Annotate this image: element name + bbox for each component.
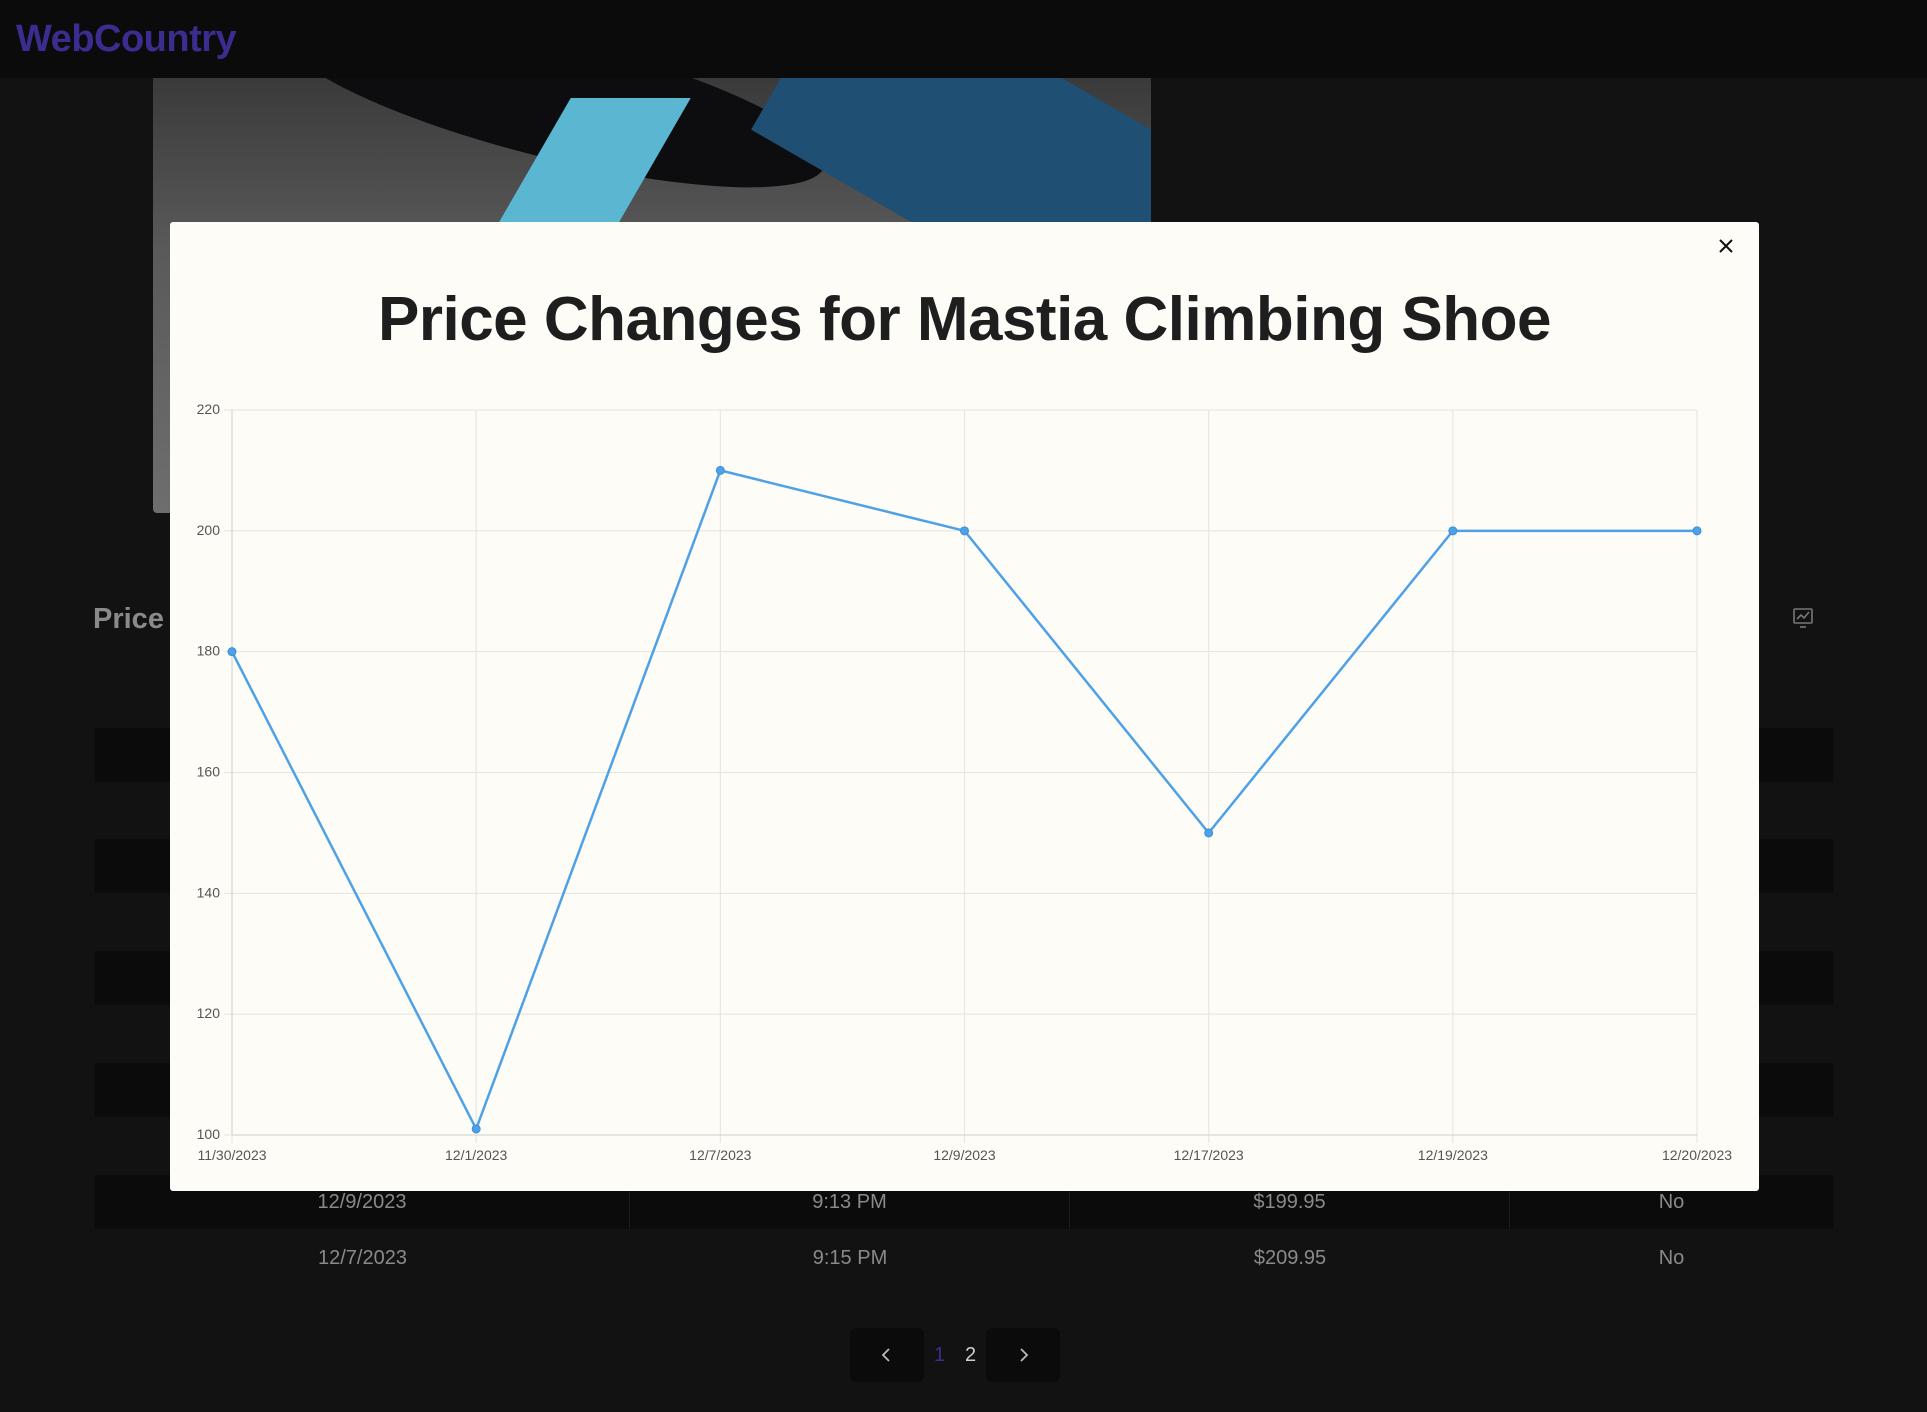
price-cell: $199.95	[1070, 1175, 1510, 1229]
x-tick-label: 11/30/2023	[197, 1147, 266, 1163]
pagination: 1 2	[850, 1328, 1060, 1382]
y-tick-label: 140	[197, 884, 221, 900]
chart-icon[interactable]	[1791, 606, 1815, 630]
price-data-point	[1692, 526, 1702, 536]
price-chart-modal: Price Changes for Mastia Climbing Shoe 1…	[170, 222, 1759, 1191]
x-tick-label: 12/20/2023	[1662, 1147, 1732, 1163]
x-tick-label: 12/9/2023	[933, 1147, 995, 1163]
prev-page-button[interactable]	[850, 1328, 924, 1382]
y-tick-label: 220	[197, 401, 221, 417]
y-tick-label: 180	[197, 643, 221, 659]
x-tick-label: 12/17/2023	[1174, 1147, 1244, 1163]
modal-title: Price Changes for Mastia Climbing Shoe	[377, 285, 1552, 354]
x-tick-label: 12/7/2023	[689, 1147, 751, 1163]
price-data-point	[227, 647, 237, 657]
date-cell: 12/7/2023	[318, 1246, 407, 1269]
close-icon	[1719, 239, 1733, 253]
chevron-left-icon	[881, 1348, 890, 1362]
page-2-link[interactable]: 2	[964, 1343, 977, 1366]
price-line-chart: 100 120 140 160 180 200 220 11/30/2023 12/1/2023…	[197, 401, 1733, 1163]
flag-cell: No	[1658, 1246, 1685, 1269]
y-tick-label: 200	[197, 522, 221, 538]
y-tick-label: 100	[197, 1126, 221, 1142]
date-cell: 12/9/2023	[95, 1175, 630, 1229]
price-data-point	[1204, 828, 1214, 838]
y-tick-label: 120	[197, 1005, 221, 1021]
next-page-button[interactable]	[986, 1328, 1060, 1382]
brand-logo[interactable]: WebCountry	[16, 18, 237, 60]
flag-cell: No	[1658, 1190, 1685, 1213]
modal-close-button[interactable]	[1715, 235, 1737, 257]
price-cell: $209.95	[1253, 1246, 1327, 1269]
price-data-point	[471, 1124, 481, 1134]
x-tick-label: 12/1/2023	[445, 1147, 507, 1163]
time-cell: 9:15 PM	[812, 1246, 888, 1269]
price-data-point	[715, 465, 725, 475]
x-tick-label: 12/19/2023	[1418, 1147, 1488, 1163]
price-data-point	[960, 526, 969, 536]
price-history-heading: Price	[93, 603, 164, 635]
time-cell: 9:13 PM	[630, 1175, 1070, 1229]
price-data-point	[1448, 526, 1458, 536]
top-navbar: WebCountry	[0, 0, 1927, 78]
table-row: 12/7/2023 9:15 PM $209.95 No	[95, 1231, 1833, 1285]
y-tick-label: 160	[197, 764, 221, 780]
page-1-link[interactable]: 1	[933, 1343, 946, 1366]
chevron-right-icon	[1020, 1348, 1029, 1362]
